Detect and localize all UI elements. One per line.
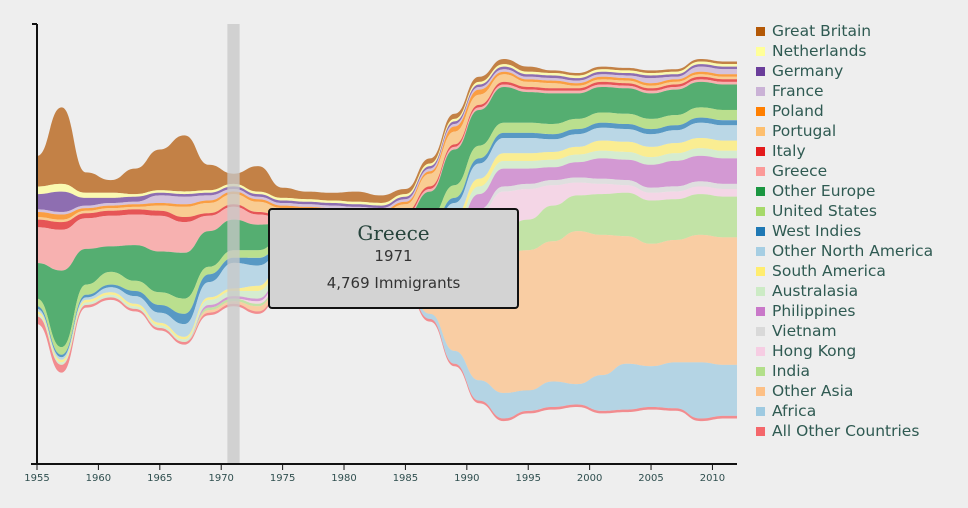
- legend-label: United States: [772, 202, 877, 220]
- legend-item[interactable]: All Other Countries: [756, 421, 933, 441]
- legend-label: Other North America: [772, 242, 934, 260]
- legend-swatch: [756, 186, 765, 196]
- legend-label: Italy: [772, 142, 806, 160]
- stream-layer-africa[interactable]: [37, 282, 737, 419]
- legend-item[interactable]: Africa: [756, 401, 933, 421]
- legend-swatch: [756, 386, 765, 396]
- legend-item[interactable]: India: [756, 361, 933, 381]
- x-tick-label-1960: 1960: [86, 473, 111, 484]
- legend-swatch: [756, 246, 765, 256]
- legend-item[interactable]: Hong Kong: [756, 341, 933, 361]
- legend-label: Great Britain: [772, 22, 872, 40]
- x-tick-label-1975: 1975: [270, 473, 295, 484]
- legend-swatch: [756, 146, 765, 156]
- legend-swatch: [756, 26, 765, 36]
- legend-label: India: [772, 362, 811, 380]
- x-tick-label-1955: 1955: [24, 473, 49, 484]
- x-tick-label-1985: 1985: [393, 473, 418, 484]
- legend-swatch: [756, 326, 765, 336]
- legend-label: France: [772, 82, 824, 100]
- x-tick-label-1990: 1990: [454, 473, 479, 484]
- legend-item[interactable]: Greece: [756, 161, 933, 181]
- legend-swatch: [756, 46, 765, 56]
- legend-item[interactable]: Portugal: [756, 121, 933, 141]
- legend-swatch: [756, 426, 765, 436]
- legend-item[interactable]: Other Asia: [756, 381, 933, 401]
- stream-layer-italy[interactable]: [37, 76, 737, 230]
- legend-label: West Indies: [772, 222, 862, 240]
- legend-label: Poland: [772, 102, 824, 120]
- legend-label: Greece: [772, 162, 828, 180]
- x-axis-ticks: 1955 1960 1965 1970 1975 1980 1985 1990 1995 2000…: [24, 464, 725, 484]
- stream-layer-other-asia[interactable]: [37, 231, 737, 393]
- tooltip-title: Greece: [357, 221, 430, 245]
- legend-label: Philippines: [772, 302, 856, 320]
- legend-swatch: [756, 126, 765, 136]
- legend-item[interactable]: Australasia: [756, 281, 933, 301]
- x-tick-label-2010: 2010: [700, 473, 725, 484]
- legend-label: All Other Countries: [772, 422, 920, 440]
- year-hover-band: [227, 24, 240, 464]
- legend-swatch: [756, 406, 765, 416]
- legend-item[interactable]: Philippines: [756, 301, 933, 321]
- legend-swatch: [756, 266, 765, 276]
- legend-item[interactable]: United States: [756, 201, 933, 221]
- legend: Great Britain Netherlands Germany France Pol…: [756, 21, 933, 441]
- legend-swatch: [756, 106, 765, 116]
- legend-label: Other Asia: [772, 382, 854, 400]
- legend-swatch: [756, 66, 765, 76]
- legend-label: Africa: [772, 402, 817, 420]
- legend-swatch: [756, 366, 765, 376]
- stream-layer-india[interactable]: [37, 192, 737, 365]
- stream-layer-greece[interactable]: [37, 79, 737, 271]
- legend-label: Other Europe: [772, 182, 876, 200]
- x-tick-label-1965: 1965: [147, 473, 172, 484]
- legend-swatch: [756, 86, 765, 96]
- legend-swatch: [756, 226, 765, 236]
- legend-item[interactable]: Vietnam: [756, 321, 933, 341]
- legend-item[interactable]: South America: [756, 261, 933, 281]
- stream-layer-other-europe[interactable]: [37, 81, 737, 348]
- legend-item[interactable]: West Indies: [756, 221, 933, 241]
- legend-swatch: [756, 286, 765, 296]
- legend-item[interactable]: Poland: [756, 101, 933, 121]
- legend-swatch: [756, 206, 765, 216]
- stream-layer-philippines[interactable]: [37, 155, 737, 365]
- legend-item[interactable]: Other North America: [756, 241, 933, 261]
- legend-label: Germany: [772, 62, 844, 80]
- legend-swatch: [756, 346, 765, 356]
- x-tick-label-1970: 1970: [208, 473, 233, 484]
- legend-label: Portugal: [772, 122, 837, 140]
- legend-item[interactable]: Great Britain: [756, 21, 933, 41]
- x-tick-label-2000: 2000: [577, 473, 602, 484]
- legend-swatch: [756, 166, 765, 176]
- legend-label: Hong Kong: [772, 342, 857, 360]
- legend-item[interactable]: Netherlands: [756, 41, 933, 61]
- legend-item[interactable]: Other Europe: [756, 181, 933, 201]
- legend-label: Vietnam: [772, 322, 837, 340]
- tooltip-year: 1971: [374, 247, 413, 265]
- legend-item[interactable]: Italy: [756, 141, 933, 161]
- legend-item[interactable]: Germany: [756, 61, 933, 81]
- legend-label: Netherlands: [772, 42, 867, 60]
- legend-item[interactable]: France: [756, 81, 933, 101]
- legend-label: South America: [772, 262, 886, 280]
- tooltip: Greece 1971 4,769 Immigrants: [268, 208, 519, 309]
- stream-layer-great-britain[interactable]: [37, 59, 737, 203]
- tooltip-value: 4,769 Immigrants: [326, 274, 461, 292]
- x-tick-label-1980: 1980: [331, 473, 356, 484]
- x-tick-label-1995: 1995: [516, 473, 541, 484]
- legend-swatch: [756, 306, 765, 316]
- x-tick-label-2005: 2005: [638, 473, 663, 484]
- legend-label: Australasia: [772, 282, 859, 300]
